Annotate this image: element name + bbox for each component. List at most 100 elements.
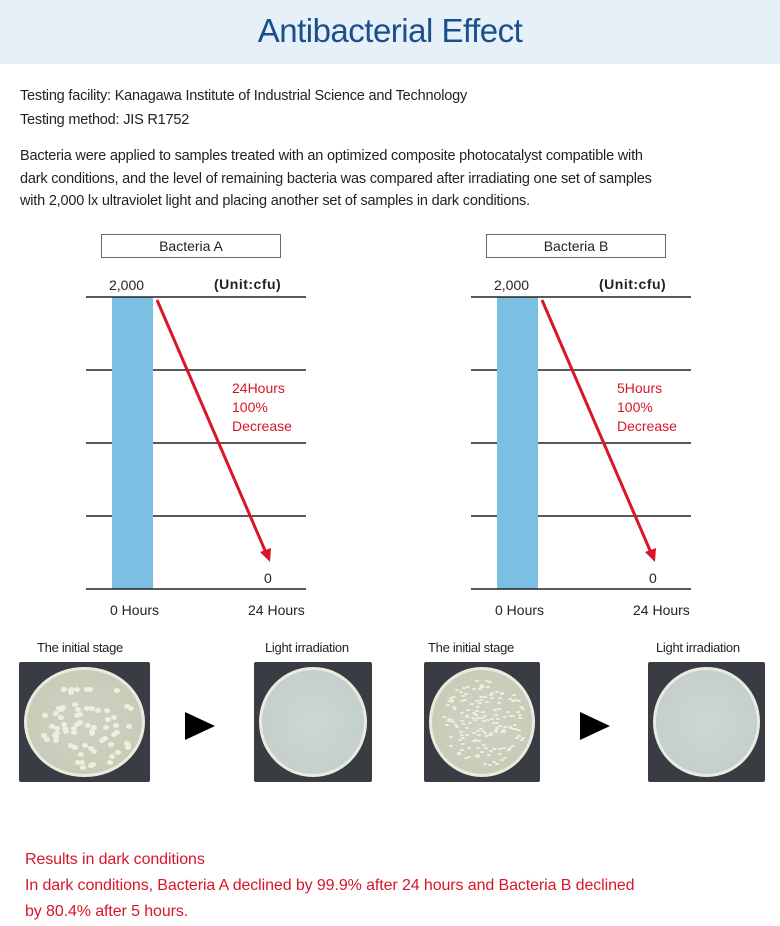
top-value-label: 2,000 <box>494 277 530 293</box>
colony <box>497 748 502 751</box>
colony <box>79 760 86 766</box>
colony <box>509 726 514 729</box>
colony <box>90 725 97 731</box>
colony <box>61 722 68 728</box>
colony <box>79 764 86 770</box>
colony <box>483 714 488 717</box>
colony <box>78 752 85 758</box>
colony <box>495 726 500 729</box>
petri-dish-photo-b-initial <box>424 662 540 782</box>
colony <box>486 718 491 721</box>
colony <box>519 705 524 708</box>
colony <box>90 761 97 767</box>
colony <box>475 746 480 749</box>
colony <box>459 720 464 723</box>
colony <box>125 745 131 751</box>
colony <box>489 697 494 700</box>
annotation-text: Decrease <box>617 418 677 434</box>
colony <box>53 737 60 743</box>
bar-initial <box>497 297 538 589</box>
colony <box>467 746 472 749</box>
x-tick-label: 24 Hours <box>633 602 690 618</box>
annotation-text: 24Hours <box>232 380 285 396</box>
colony <box>501 729 506 732</box>
colony <box>441 715 446 718</box>
colony <box>471 717 476 719</box>
colony <box>500 692 505 694</box>
colony <box>56 706 63 712</box>
colony <box>474 713 479 716</box>
annotation-text: 5Hours <box>617 380 663 396</box>
colony <box>128 705 135 711</box>
colony <box>471 711 476 714</box>
colony <box>480 730 485 733</box>
colony <box>82 743 89 749</box>
colony <box>478 685 483 688</box>
colony <box>463 756 468 759</box>
colony <box>502 746 507 749</box>
colony <box>477 687 482 690</box>
colony <box>41 733 48 739</box>
colony <box>70 726 77 732</box>
colony <box>512 693 517 696</box>
colony <box>477 733 482 736</box>
colony <box>488 749 493 752</box>
colony <box>516 710 521 713</box>
colony <box>104 708 111 714</box>
colony <box>495 722 499 725</box>
colony <box>450 719 454 722</box>
colony <box>482 720 487 723</box>
colony <box>497 753 502 756</box>
results-heading: Results in dark conditions <box>25 851 205 868</box>
colony <box>75 706 82 712</box>
testing-facility: Testing facility: Kanagawa Institute of … <box>20 88 467 104</box>
colony <box>107 760 114 766</box>
colony <box>77 711 84 717</box>
colony <box>73 686 80 692</box>
colony <box>497 702 502 705</box>
colony <box>458 731 463 733</box>
colony <box>108 753 115 759</box>
colony <box>520 737 525 740</box>
colony <box>447 719 452 722</box>
colony <box>463 692 468 695</box>
colony <box>487 734 492 737</box>
colony <box>53 710 60 716</box>
colony <box>483 734 488 737</box>
colony <box>517 734 522 737</box>
colony <box>508 715 513 718</box>
colony <box>68 687 75 693</box>
colony <box>74 712 81 718</box>
colony <box>517 716 522 719</box>
colony <box>110 732 117 738</box>
colony <box>463 699 468 702</box>
arrow-right-icon <box>580 712 610 740</box>
colony <box>493 714 498 716</box>
colony <box>493 708 498 711</box>
photo-label: The initial stage <box>428 640 514 655</box>
colony <box>513 698 518 701</box>
colony <box>43 737 50 743</box>
colony <box>479 728 484 731</box>
description-line: Bacteria were applied to samples treated… <box>20 148 643 164</box>
page-title: Antibacterial Effect <box>257 12 523 49</box>
colony <box>445 704 450 707</box>
colony <box>465 686 470 689</box>
testing-method: Testing method: JIS R1752 <box>20 112 190 128</box>
colony <box>487 754 492 757</box>
colony <box>483 695 488 698</box>
colony <box>502 725 507 728</box>
colony <box>451 706 456 709</box>
colony <box>449 696 454 699</box>
colony <box>89 729 96 735</box>
description-line: with 2,000 lx ultraviolet light and plac… <box>20 193 530 209</box>
colony <box>87 745 94 751</box>
colony <box>103 724 110 730</box>
colony <box>83 706 90 712</box>
colony <box>466 708 471 711</box>
colony <box>503 715 508 718</box>
unit-label: (Unit:cfu) <box>599 276 667 292</box>
colony <box>508 697 513 700</box>
colony <box>58 714 65 720</box>
colony <box>487 681 492 684</box>
